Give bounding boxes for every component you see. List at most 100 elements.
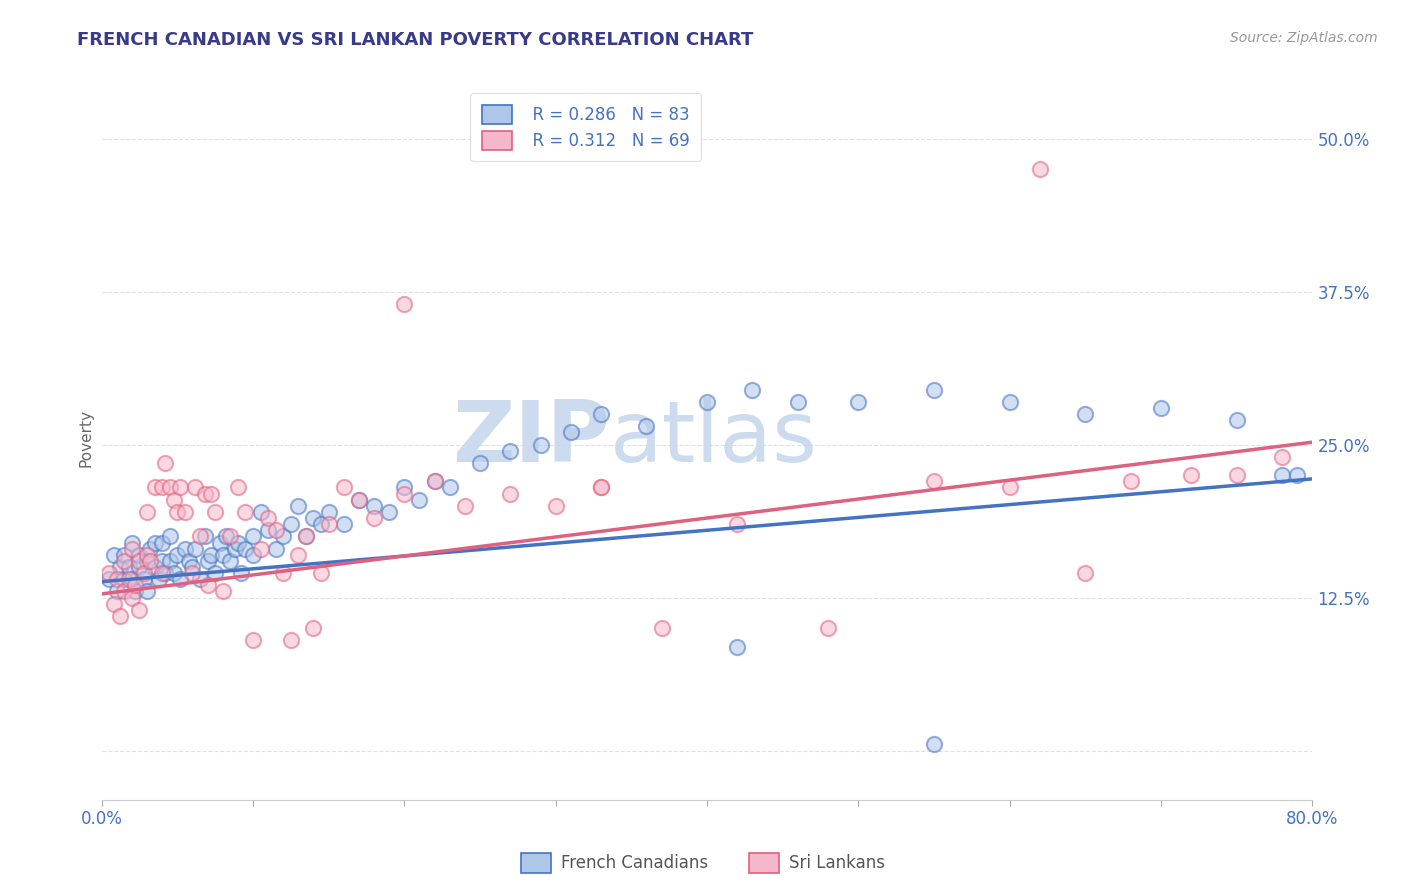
Point (118, 572, 141, 586)
Point (128, 554, 150, 568)
Point (1286, 468, 1309, 483)
Point (108, 609, 131, 624)
Point (394, 480, 416, 494)
Point (204, 505, 226, 519)
Point (112, 548, 135, 562)
Point (287, 499, 309, 513)
Point (1271, 468, 1294, 483)
Point (848, 394, 870, 409)
Legend: French Canadians, Sri Lankans: French Canadians, Sri Lankans (515, 847, 891, 880)
Point (318, 505, 340, 519)
Point (103, 548, 125, 562)
Point (139, 554, 162, 568)
Point (143, 535, 166, 549)
Point (333, 517, 356, 532)
Point (1226, 413, 1249, 427)
Point (197, 554, 219, 568)
Point (347, 492, 370, 507)
Point (128, 548, 150, 562)
Point (347, 492, 370, 507)
Legend:   R = 0.286   N = 83,   R = 0.312   N = 69: R = 0.286 N = 83, R = 0.312 N = 69 (471, 93, 702, 161)
Text: Source: ZipAtlas.com: Source: ZipAtlas.com (1230, 31, 1378, 45)
Point (725, 517, 748, 532)
Point (124, 584, 146, 599)
Point (309, 566, 332, 580)
Point (333, 480, 356, 494)
Point (163, 492, 186, 507)
Point (280, 633, 302, 648)
Point (1074, 407, 1097, 421)
Point (439, 480, 461, 494)
Point (181, 566, 204, 580)
Point (136, 554, 159, 568)
Point (363, 499, 385, 513)
Point (998, 480, 1021, 494)
Point (544, 499, 567, 513)
Point (132, 566, 155, 580)
Point (786, 394, 808, 409)
Point (108, 560, 131, 574)
Point (105, 572, 128, 586)
Point (112, 584, 135, 599)
Text: atlas: atlas (610, 397, 818, 480)
Point (153, 566, 176, 580)
Point (226, 480, 249, 494)
Point (215, 529, 238, 543)
Point (204, 566, 226, 580)
Point (136, 505, 159, 519)
Point (150, 535, 173, 549)
Point (1180, 468, 1202, 483)
Point (1074, 566, 1097, 580)
Point (242, 548, 264, 562)
Point (163, 566, 186, 580)
Point (136, 584, 159, 599)
Point (103, 597, 125, 611)
Point (636, 419, 658, 434)
Point (394, 297, 416, 311)
Point (1271, 450, 1294, 464)
Point (166, 505, 188, 519)
Point (184, 541, 207, 556)
Point (128, 560, 150, 574)
Point (741, 383, 763, 397)
Point (150, 566, 173, 580)
Point (159, 554, 181, 568)
Point (211, 584, 233, 599)
Point (922, 383, 945, 397)
Point (153, 456, 176, 470)
Point (118, 560, 141, 574)
Point (271, 529, 294, 543)
Point (378, 505, 401, 519)
Point (998, 394, 1021, 409)
Point (394, 486, 416, 500)
Point (124, 578, 146, 592)
Point (363, 511, 385, 525)
Point (105, 584, 128, 599)
Point (1226, 468, 1249, 483)
Point (139, 541, 162, 556)
Point (143, 560, 166, 574)
Point (408, 492, 430, 507)
Point (271, 566, 294, 580)
Point (229, 566, 252, 580)
Point (725, 640, 748, 654)
Point (128, 603, 150, 617)
Point (159, 480, 181, 494)
Point (560, 425, 582, 440)
Y-axis label: Poverty: Poverty (79, 409, 93, 467)
Point (169, 480, 191, 494)
Point (696, 394, 718, 409)
Point (922, 738, 945, 752)
Point (591, 407, 613, 421)
Point (211, 548, 233, 562)
Point (121, 541, 143, 556)
Point (1150, 401, 1173, 415)
Point (121, 591, 143, 605)
Point (112, 554, 135, 568)
Point (150, 480, 173, 494)
Point (454, 499, 477, 513)
Point (200, 486, 222, 500)
Point (219, 529, 242, 543)
Point (922, 475, 945, 489)
Point (468, 456, 491, 470)
